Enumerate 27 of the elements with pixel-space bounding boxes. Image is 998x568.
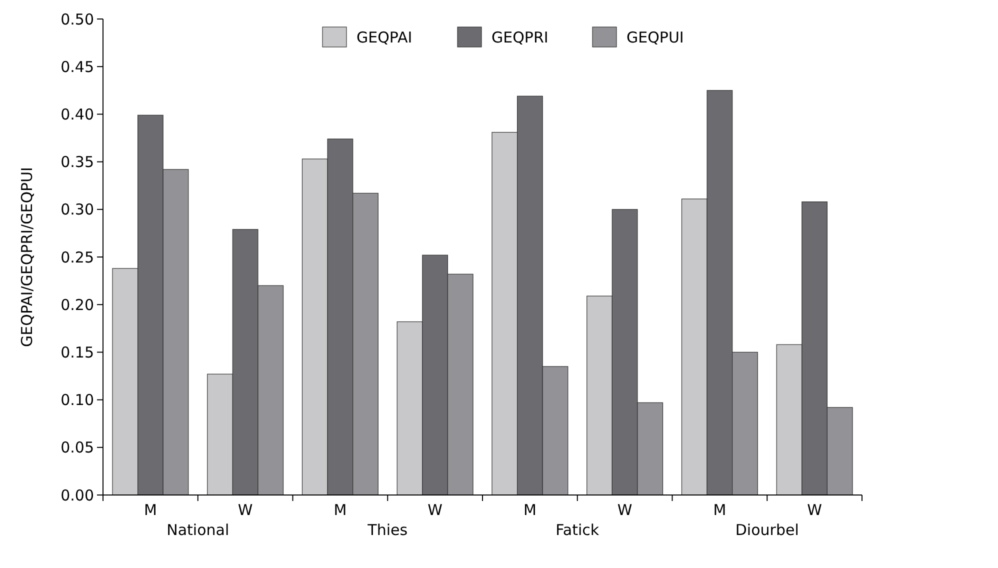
text: Fatick — [556, 521, 600, 539]
y-tick-label: 0.35 — [60, 153, 94, 172]
x-tick-label: W — [617, 501, 632, 519]
y-tick-label: 0.15 — [60, 343, 94, 362]
y-tick-label: 0.45 — [60, 58, 94, 76]
y-tick-label: 0.00 — [60, 486, 94, 504]
y-tick-label: 0.30 — [60, 200, 94, 219]
text: National — [166, 521, 230, 539]
x-tick-label: M — [144, 501, 157, 519]
x-tick-label: M — [334, 501, 347, 519]
y-axis-title: GEQPAI/GEQPRI/GEQPUI — [18, 167, 36, 347]
legend-label: GEQPAI — [356, 28, 412, 46]
x-tick-label: W — [428, 501, 443, 519]
y-tick-label: 0.40 — [60, 105, 94, 124]
y-tick-label: 0.20 — [60, 296, 94, 314]
y-tick-label: 0.25 — [60, 248, 94, 266]
x-tick-label: M — [713, 501, 726, 519]
x-tick-label: M — [523, 501, 536, 519]
legend-label: GEQPUI — [626, 28, 684, 46]
x-tick-label: W — [238, 501, 253, 519]
legend-label: GEQPRI — [492, 28, 548, 46]
text: Thies — [366, 521, 408, 539]
y-tick-label: 0.50 — [60, 10, 94, 28]
y-tick-label: 0.05 — [60, 438, 94, 457]
text: Diourbel — [735, 521, 799, 539]
y-tick-label: 0.10 — [60, 391, 94, 410]
x-tick-label: W — [807, 501, 822, 519]
